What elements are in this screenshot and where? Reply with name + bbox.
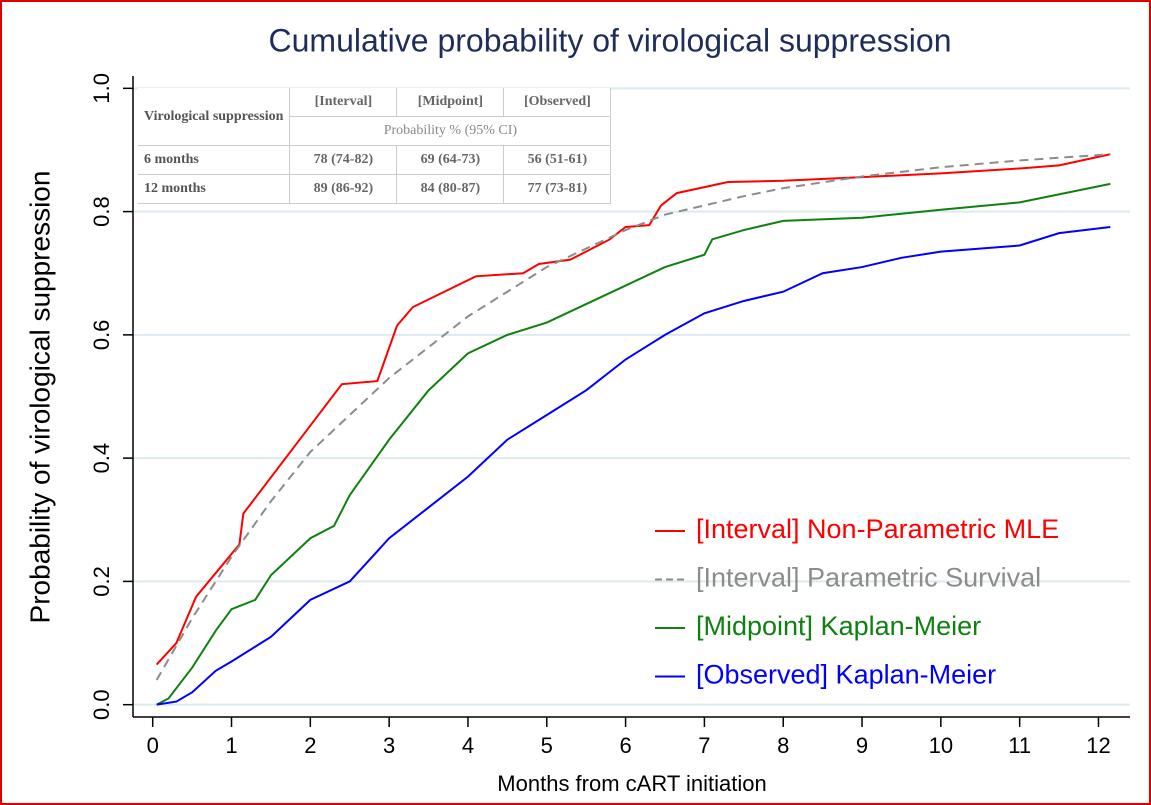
series-line xyxy=(155,153,1111,681)
x-tick-label: 12 xyxy=(1086,733,1110,758)
x-tick-label: 4 xyxy=(462,733,474,758)
table-cell: 69 (64-73) xyxy=(396,145,505,175)
table-header: [Midpoint] xyxy=(396,88,505,117)
table-cell: 6 months xyxy=(138,145,291,175)
inset-table: Virological suppression [Interval] [Midp… xyxy=(138,88,612,204)
y-tick-label: 1.0 xyxy=(89,73,114,104)
series-line xyxy=(156,182,1111,706)
y-tick-label: 0.6 xyxy=(89,320,114,351)
x-tick-label: 11 xyxy=(1008,733,1031,758)
chart-title: Cumulative probability of virological su… xyxy=(269,22,952,58)
x-tick-label: 3 xyxy=(383,733,395,758)
table-cell: 12 months xyxy=(138,174,291,204)
x-tick-label: 2 xyxy=(304,733,316,758)
x-tick-label: 8 xyxy=(777,733,789,758)
legend-label: [Interval] Non-Parametric MLE xyxy=(696,514,1059,544)
y-tick-label: 0.0 xyxy=(89,689,114,720)
table-header: [Observed] xyxy=(503,88,612,117)
legend-label: [Interval] Parametric Survival xyxy=(696,563,1041,593)
x-tick-label: 5 xyxy=(541,733,553,758)
legend-label: [Midpoint] Kaplan-Meier xyxy=(696,611,981,641)
y-axis-title: Probability of virological suppression xyxy=(24,171,55,624)
x-tick-label: 0 xyxy=(147,733,159,758)
table-header: Virological suppression xyxy=(138,88,291,146)
series-line xyxy=(156,226,1111,706)
table-cell: 89 (86-92) xyxy=(289,174,398,204)
legend-label: [Observed] Kaplan-Meier xyxy=(696,660,996,690)
y-tick-label: 0.2 xyxy=(89,566,114,597)
table-cell: 77 (73-81) xyxy=(503,174,612,204)
table-cell: 84 (80-87) xyxy=(396,174,505,204)
table-header: [Interval] xyxy=(289,88,398,117)
x-axis-title: Months from cART initiation xyxy=(497,771,766,796)
x-tick-label: 7 xyxy=(698,733,710,758)
table-cell: 78 (74-82) xyxy=(289,145,398,175)
y-tick-label: 0.8 xyxy=(89,196,114,227)
table-cell: 56 (51-61) xyxy=(503,145,612,175)
y-tick-label: 0.4 xyxy=(89,443,114,474)
x-tick-label: 10 xyxy=(929,733,953,758)
table-subheader: Probability % (95% CI) xyxy=(289,116,612,146)
x-tick-label: 1 xyxy=(225,733,237,758)
x-tick-label: 9 xyxy=(856,733,868,758)
x-tick-label: 6 xyxy=(619,733,631,758)
